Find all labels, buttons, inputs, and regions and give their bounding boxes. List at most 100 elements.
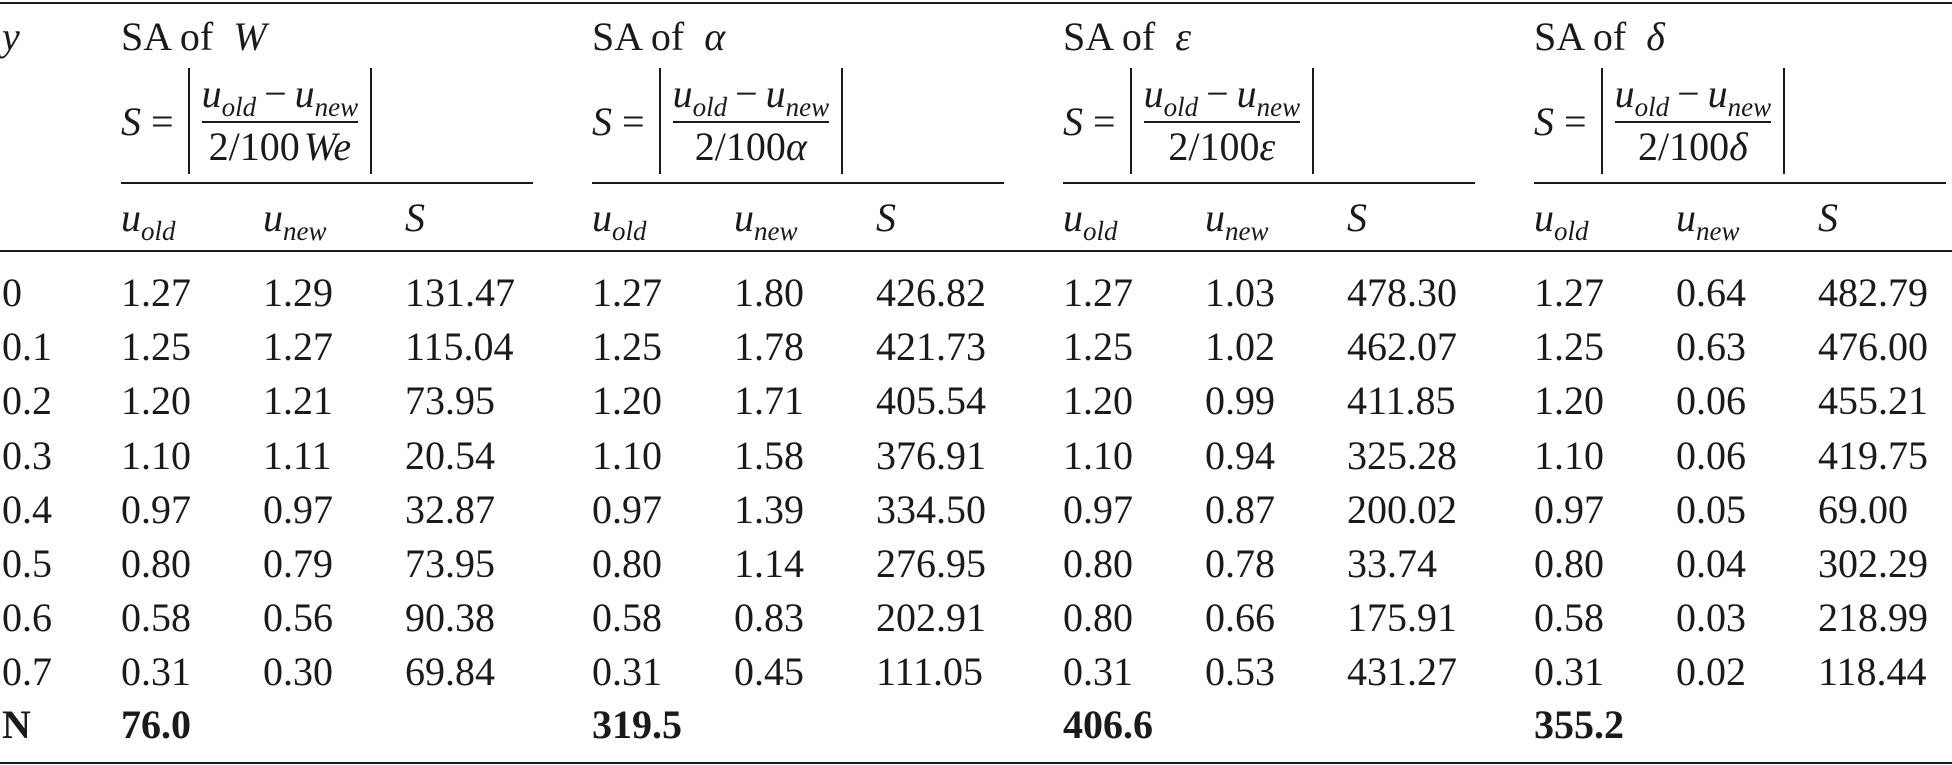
group-title-prefix: SA of bbox=[121, 14, 214, 59]
numerator-u-new: u bbox=[1707, 71, 1728, 116]
cell-s: 376.91 bbox=[876, 432, 986, 478]
cell-s: 69.00 bbox=[1818, 486, 1908, 532]
numerator-u-old-sub: old bbox=[692, 92, 728, 122]
group-title-prefix: SA of bbox=[1063, 14, 1156, 59]
col-head-sub: old bbox=[1083, 216, 1118, 246]
col-head-sub: old bbox=[141, 216, 176, 246]
cell-u-old: 1.25 bbox=[592, 324, 662, 370]
formula-equals: = bbox=[151, 98, 174, 144]
cell-s: 73.95 bbox=[405, 541, 495, 586]
cell-s: 411.85 bbox=[1347, 378, 1456, 424]
col-head-u: u bbox=[1063, 195, 1083, 240]
group-underline bbox=[121, 182, 533, 184]
abs-bar-right bbox=[1783, 68, 1786, 174]
group-total: 355.2 bbox=[1534, 702, 1624, 747]
cell-u-old: 1.27 bbox=[1534, 270, 1604, 315]
numerator-u-old-sub: old bbox=[1634, 92, 1670, 122]
cell-u-old: 1.10 bbox=[1534, 432, 1604, 478]
cell-u-old: 1.20 bbox=[1534, 378, 1604, 424]
cell-u-old: 1.27 bbox=[1063, 270, 1133, 315]
cell-u-old: 0.80 bbox=[1063, 595, 1133, 641]
cell-u-new: 0.63 bbox=[1676, 324, 1746, 370]
formula-equals: = bbox=[1093, 98, 1116, 144]
col-head-sub: old bbox=[1554, 216, 1589, 246]
abs-bar-right bbox=[1312, 68, 1315, 174]
col-head-u: u bbox=[263, 195, 283, 240]
col-head-u: u bbox=[1534, 195, 1554, 240]
cell-u-new: 1.03 bbox=[1205, 270, 1275, 315]
cell-u-old: 1.27 bbox=[592, 270, 662, 315]
cell-u-new: 0.64 bbox=[1676, 270, 1746, 315]
cell-u-new: 1.78 bbox=[734, 324, 804, 370]
cell-s: 175.91 bbox=[1347, 595, 1457, 641]
cell-u-new: 0.03 bbox=[1676, 595, 1746, 641]
formula-lhs: S bbox=[1063, 98, 1083, 144]
cell-s: 482.79 bbox=[1818, 270, 1928, 315]
cell-u-old: 0.31 bbox=[121, 649, 191, 695]
cell-s: 426.82 bbox=[876, 270, 986, 315]
formula-equals: = bbox=[622, 98, 645, 144]
numerator-minus: − bbox=[1206, 71, 1229, 116]
cell-s: 73.95 bbox=[405, 378, 495, 424]
group-title: SA of ε bbox=[1063, 14, 1191, 60]
cell-u-old: 0.58 bbox=[121, 595, 191, 641]
col-head-s: S bbox=[1347, 195, 1367, 240]
col-head-u: u bbox=[592, 195, 612, 240]
y-header: y bbox=[2, 14, 20, 59]
cell-u-old: 0.80 bbox=[1534, 541, 1604, 586]
col-head-u-new: unew bbox=[263, 195, 327, 246]
col-head-u: u bbox=[1676, 195, 1696, 240]
numerator-minus: − bbox=[264, 71, 287, 116]
row-y-value: 0 bbox=[2, 270, 22, 315]
cell-u-new: 0.04 bbox=[1676, 541, 1746, 586]
group-title-prefix: SA of bbox=[1534, 14, 1627, 59]
cell-u-old: 1.20 bbox=[592, 378, 662, 424]
cell-u-old: 1.25 bbox=[1063, 324, 1133, 370]
cell-u-old: 0.80 bbox=[1063, 541, 1133, 586]
cell-s: 33.74 bbox=[1347, 541, 1437, 586]
formula-fraction: uold − unew 2/100ε bbox=[1143, 71, 1301, 171]
group-title-param: δ bbox=[1646, 14, 1665, 59]
cell-u-new: 1.80 bbox=[734, 270, 804, 315]
header-bottom-rule bbox=[0, 250, 1952, 252]
denominator-symbol: ε bbox=[1259, 124, 1276, 169]
total-label: N bbox=[2, 702, 31, 747]
cell-s: 478.30 bbox=[1347, 270, 1457, 315]
cell-s: 325.28 bbox=[1347, 432, 1457, 478]
cell-s: 69.84 bbox=[405, 649, 495, 695]
cell-u-new: 1.71 bbox=[734, 378, 804, 424]
fraction-line bbox=[201, 121, 359, 123]
abs-bar-right bbox=[370, 68, 373, 174]
row-y-value: 0.7 bbox=[2, 649, 52, 695]
cell-u-new: 0.97 bbox=[263, 486, 333, 532]
abs-bar-right bbox=[841, 68, 844, 174]
sensitivity-formula: S = uold − unew 2/100ε bbox=[1063, 68, 1320, 174]
cell-u-old: 0.80 bbox=[121, 541, 191, 586]
cell-s: 115.04 bbox=[405, 324, 514, 370]
col-head-sub: new bbox=[754, 216, 798, 246]
group-underline bbox=[1063, 182, 1475, 184]
cell-s: 476.00 bbox=[1818, 324, 1928, 370]
cell-u-new: 1.21 bbox=[263, 378, 333, 424]
cell-u-new: 0.05 bbox=[1676, 486, 1746, 532]
col-head-u: u bbox=[121, 195, 141, 240]
cell-s: 462.07 bbox=[1347, 324, 1457, 370]
numerator-u-old: u bbox=[672, 71, 693, 116]
top-rule bbox=[0, 2, 1952, 4]
cell-u-new: 0.56 bbox=[263, 595, 333, 641]
col-head-u-new: unew bbox=[1676, 195, 1740, 246]
numerator-u-old: u bbox=[1143, 71, 1164, 116]
col-head-sub: new bbox=[283, 216, 327, 246]
cell-u-new: 1.02 bbox=[1205, 324, 1275, 370]
cell-u-old: 1.20 bbox=[1063, 378, 1133, 424]
col-head-u: u bbox=[1205, 195, 1225, 240]
col-head-u-new: unew bbox=[1205, 195, 1269, 246]
formula-equals: = bbox=[1564, 98, 1587, 144]
abs-bar-left bbox=[658, 68, 661, 174]
group-underline bbox=[592, 182, 1004, 184]
denominator-number: 2/100 bbox=[1637, 124, 1730, 169]
col-head-s: S bbox=[405, 195, 425, 240]
abs-bar-left bbox=[1600, 68, 1603, 174]
col-head-sub: new bbox=[1696, 216, 1740, 246]
cell-u-new: 1.14 bbox=[734, 541, 804, 586]
